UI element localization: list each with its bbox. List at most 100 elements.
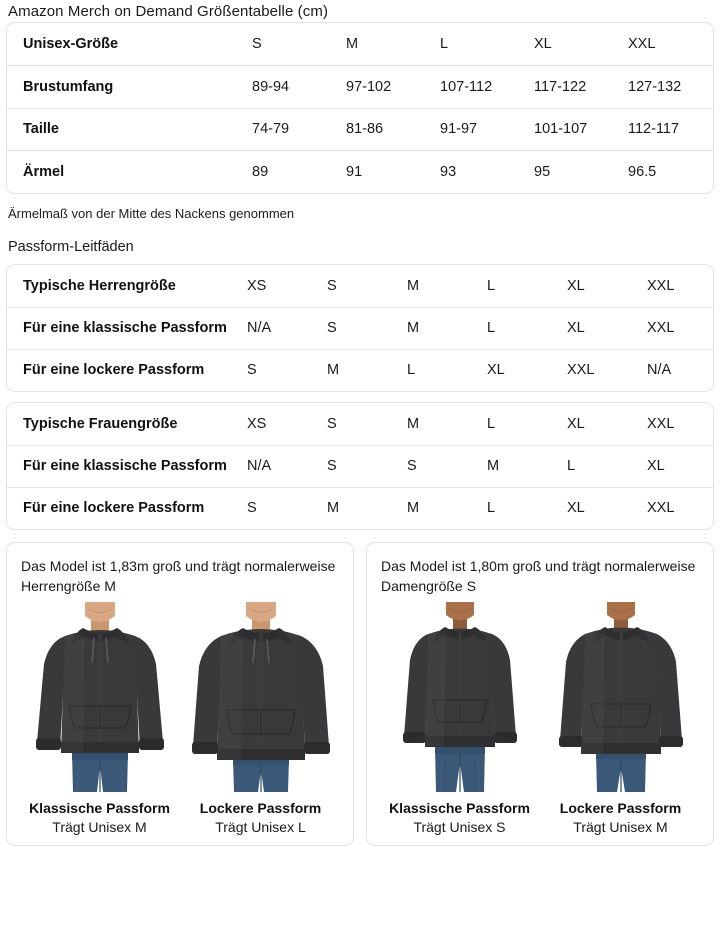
- cell-womens-classic-3: S: [407, 444, 487, 487]
- female-classic-hoodie-image: [381, 602, 538, 792]
- female-classic-fit-size: Trägt Unisex S: [413, 819, 506, 835]
- table-header-row: Unisex-Größe S M L XL XXL: [7, 23, 713, 66]
- cell-mens-classic-6: XXL: [647, 306, 713, 349]
- table-row: Ärmel 89 91 93 95 96.5: [7, 150, 713, 193]
- cell-mens-typical-4: L: [487, 277, 496, 294]
- mens-fit-guide-card: Typische Herrengröße XS S M L XL XXL Für…: [6, 264, 714, 392]
- cell-womens-typical-4: L: [487, 415, 496, 432]
- female-relaxed-fit-size: Trägt Unisex M: [573, 819, 668, 835]
- male-relaxed-fit-size: Trägt Unisex L: [215, 819, 306, 835]
- cell-womens-classic-5: L: [567, 444, 647, 487]
- cell-mens-typical-6: XXL: [647, 277, 675, 294]
- cell-chest-xxl: 127-132: [628, 65, 713, 108]
- row-label-waist: Taille: [7, 107, 252, 151]
- row-label-chest: Brustumfang: [7, 65, 252, 108]
- female-classic-fit-figure: Klassische Passform Trägt Unisex S: [381, 602, 538, 835]
- cell-waist-l: 91-97: [440, 107, 534, 151]
- male-classic-fit-figure: Klassische Passform Trägt Unisex M: [21, 602, 178, 835]
- table-row: Für eine klassische Passform N/A S S M L…: [7, 444, 713, 487]
- cell-womens-relaxed-1: S: [247, 486, 327, 529]
- mens-fit-guide-table: Typische Herrengröße XS S M L XL XXL Für…: [7, 265, 713, 391]
- table-row: Brustumfang 89-94 97-102 107-112 117-122…: [7, 65, 713, 108]
- womens-fit-guide-table: Typische Frauengröße XS S M L XL XXL Für…: [7, 403, 713, 529]
- male-classic-hoodie-image: [21, 602, 178, 792]
- female-relaxed-fit-figure: Lockere Passform Trägt Unisex M: [542, 602, 699, 835]
- cell-chest-m: 97-102: [346, 65, 440, 108]
- table-row: Für eine klassische Passform N/A S M L X…: [7, 306, 713, 349]
- page-title: Amazon Merch on Demand Größentabelle (cm…: [8, 3, 329, 20]
- cell-chest-l: 107-112: [440, 65, 534, 108]
- cell-waist-xl: 101-107: [534, 107, 628, 151]
- cell-mens-relaxed-6: N/A: [647, 348, 713, 391]
- cell-womens-typical-1: XS: [247, 415, 267, 432]
- female-model-caption: Das Model ist 1,80m groß und trägt norma…: [381, 558, 696, 594]
- column-header-xl: XL: [534, 36, 552, 52]
- column-header-xxl: XXL: [628, 36, 656, 52]
- male-relaxed-fit-label: Lockere Passform: [199, 800, 322, 816]
- cell-womens-relaxed-4: L: [487, 486, 567, 529]
- female-relaxed-hoodie-image: [542, 602, 699, 792]
- cell-waist-m: 81-86: [346, 107, 440, 151]
- cell-womens-classic-2: S: [327, 444, 407, 487]
- measurements-table: Unisex-Größe S M L XL XXL Brustumfang 89…: [7, 23, 713, 193]
- cell-womens-relaxed-6: XXL: [647, 486, 713, 529]
- cell-womens-classic-6: XL: [647, 444, 713, 487]
- table-row: Taille 74-79 81-86 91-97 101-107 112-117: [7, 107, 713, 151]
- cell-mens-classic-2: S: [327, 306, 407, 349]
- cell-waist-s: 74-79: [252, 107, 346, 151]
- table-row: Für eine lockere Passform S M M L XL XXL: [7, 486, 713, 529]
- male-classic-fit-label: Klassische Passform: [29, 800, 170, 816]
- model-panels: Das Model ist 1,83m groß und trägt norma…: [6, 542, 714, 846]
- cell-mens-relaxed-4: XL: [487, 348, 567, 391]
- column-header-m: M: [346, 36, 359, 52]
- cell-womens-typical-6: XXL: [647, 415, 675, 432]
- cell-sleeve-s: 89: [252, 150, 346, 193]
- row-label-womens-relaxed-fit: Für eine lockere Passform: [7, 486, 247, 529]
- male-model-caption: Das Model ist 1,83m groß und trägt norma…: [21, 558, 336, 594]
- row-label-womens-classic-fit: Für eine klassische Passform: [7, 444, 247, 487]
- row-label-sleeve: Ärmel: [7, 150, 252, 193]
- female-model-card: Das Model ist 1,80m groß und trägt norma…: [366, 542, 714, 846]
- measurements-table-card: Unisex-Größe S M L XL XXL Brustumfang 89…: [6, 22, 714, 194]
- male-relaxed-fit-figure: Lockere Passform Trägt Unisex L: [182, 602, 339, 835]
- cell-mens-classic-5: XL: [567, 306, 647, 349]
- cell-mens-classic-1: N/A: [247, 306, 327, 349]
- cell-mens-typical-1: XS: [247, 277, 267, 294]
- female-relaxed-fit-label: Lockere Passform: [559, 800, 682, 816]
- cell-sleeve-l: 93: [440, 150, 534, 193]
- cell-sleeve-xxl: 96.5: [628, 150, 713, 193]
- cell-womens-classic-1: N/A: [247, 444, 327, 487]
- fit-guides-heading: Passform-Leitfäden: [8, 239, 134, 255]
- cell-mens-typical-3: M: [407, 277, 420, 294]
- table-row: Typische Frauengröße XS S M L XL XXL: [7, 403, 713, 445]
- row-label-mens-classic-fit: Für eine klassische Passform: [7, 306, 247, 349]
- cell-womens-relaxed-2: M: [327, 486, 407, 529]
- cell-mens-relaxed-5: XXL: [567, 348, 647, 391]
- measurements-header-label: Unisex-Größe: [23, 36, 119, 52]
- cell-womens-typical-2: S: [327, 415, 337, 432]
- cell-mens-classic-3: M: [407, 306, 487, 349]
- cell-womens-relaxed-3: M: [407, 486, 487, 529]
- table-row: Für eine lockere Passform S M L XL XXL N…: [7, 348, 713, 391]
- female-figures: Klassische Passform Trägt Unisex S: [381, 602, 699, 835]
- column-header-l: L: [440, 36, 449, 52]
- cell-chest-s: 89-94: [252, 65, 346, 108]
- male-relaxed-hoodie-image: [182, 602, 339, 792]
- cell-waist-xxl: 112-117: [628, 107, 713, 151]
- row-label-typical-womens-size: Typische Frauengröße: [23, 415, 178, 432]
- male-figures: Klassische Passform Trägt Unisex M: [21, 602, 339, 835]
- cell-sleeve-xl: 95: [534, 150, 628, 193]
- row-label-mens-relaxed-fit: Für eine lockere Passform: [7, 348, 247, 391]
- column-header-s: S: [252, 36, 262, 52]
- cell-mens-relaxed-2: M: [327, 348, 407, 391]
- womens-fit-guide-card: Typische Frauengröße XS S M L XL XXL Für…: [6, 402, 714, 530]
- cell-sleeve-m: 91: [346, 150, 440, 193]
- female-classic-fit-label: Klassische Passform: [389, 800, 530, 816]
- male-classic-fit-size: Trägt Unisex M: [52, 819, 147, 835]
- cell-mens-typical-2: S: [327, 277, 337, 294]
- sleeve-measurement-note: Ärmelmaß von der Mitte des Nackens genom…: [8, 206, 295, 221]
- cell-mens-typical-5: XL: [567, 277, 585, 294]
- cell-mens-relaxed-3: L: [407, 348, 487, 391]
- cell-womens-relaxed-5: XL: [567, 486, 647, 529]
